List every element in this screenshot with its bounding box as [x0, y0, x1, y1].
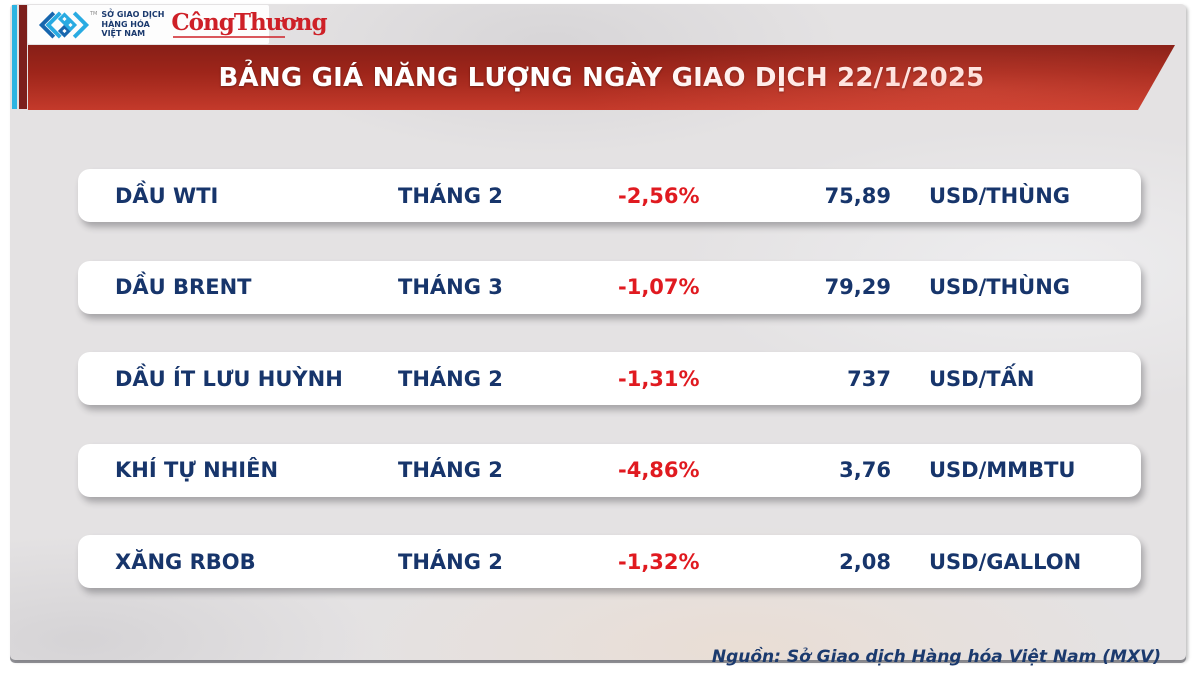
price-value: 2,08 [839, 549, 891, 574]
change-percent: -1,31% [618, 366, 700, 391]
infographic-canvas: DẦU WTI THÁNG 2 -2,56% 75,89 USD/THÙNG D… [10, 4, 1186, 667]
price-row: DẦU WTI THÁNG 2 -2,56% 75,89 USD/THÙNG [78, 169, 1141, 222]
commodity-name: DẦU ÍT LƯU HUỲNH [115, 366, 343, 391]
page-title: BẢNG GIÁ NĂNG LƯỢNG NGÀY GIAO DỊCH 22/1/… [218, 62, 985, 93]
contract-month: THÁNG 2 [398, 183, 503, 208]
price-value: 79,29 [824, 275, 891, 299]
change-percent: -1,07% [618, 275, 700, 299]
contract-month: THÁNG 2 [398, 458, 503, 482]
price-unit: USD/MMBTU [929, 458, 1076, 482]
publisher-logo-box: TM SỞ GIAO DỊCH HÀNG HÓA VIỆT NAM CôngTh… [28, 5, 328, 44]
source-credit: Nguồn: Sở Giao dịch Hàng hóa Việt Nam (M… [711, 647, 1161, 667]
mxv-chevron-logo-icon [38, 11, 90, 38]
price-table: DẦU WTI THÁNG 2 -2,56% 75,89 USD/THÙNG D… [10, 4, 1186, 660]
trademark-symbol: TM [90, 11, 98, 17]
contract-month: THÁNG 3 [398, 275, 503, 299]
change-percent: -1,32% [618, 549, 700, 574]
contract-month: THÁNG 2 [398, 549, 503, 574]
price-unit: USD/TẤN [929, 366, 1035, 391]
price-unit: USD/THÙNG [929, 183, 1071, 208]
price-row: DẦU ÍT LƯU HUỲNH THÁNG 2 -1,31% 737 USD/… [78, 352, 1141, 405]
price-unit: USD/THÙNG [929, 275, 1071, 299]
commodity-name: KHÍ TỰ NHIÊN [115, 458, 279, 482]
congthuong-logo: CôngThương [171, 9, 327, 36]
congthuong-logo-wrap: CôngThương [171, 9, 328, 38]
price-row: DẦU BRENT THÁNG 3 -1,07% 79,29 USD/THÙNG [78, 260, 1141, 314]
title-banner: BẢNG GIÁ NĂNG LƯỢNG NGÀY GIAO DỊCH 22/1/… [28, 45, 1175, 110]
mxv-logo-text: SỞ GIAO DỊCH HÀNG HÓA VIỆT NAM [101, 10, 167, 39]
mxv-logo-line: VIỆT NAM [101, 29, 146, 39]
accent-stripe-maroon [19, 5, 27, 109]
mxv-logo-line: HÀNG HÓA [101, 19, 150, 29]
mxv-logo-line: SỞ GIAO DỊCH [101, 10, 165, 20]
accent-stripe-cyan [12, 5, 17, 109]
commodity-name: DẦU BRENT [115, 275, 252, 299]
price-value: 737 [847, 366, 891, 391]
price-row: XĂNG RBOB THÁNG 2 -1,32% 2,08 USD/GALLON [78, 535, 1141, 588]
price-value: 75,89 [824, 183, 891, 208]
change-percent: -4,86% [618, 458, 700, 482]
price-value: 3,76 [839, 458, 891, 482]
contract-month: THÁNG 2 [398, 366, 503, 391]
price-unit: USD/GALLON [929, 549, 1082, 574]
commodity-name: XĂNG RBOB [115, 549, 256, 574]
change-percent: -2,56% [618, 183, 700, 208]
price-row: KHÍ TỰ NHIÊN THÁNG 2 -4,86% 3,76 USD/MMB… [78, 443, 1141, 497]
congthuong-tagline-rule [173, 36, 286, 38]
commodity-name: DẦU WTI [115, 183, 219, 208]
